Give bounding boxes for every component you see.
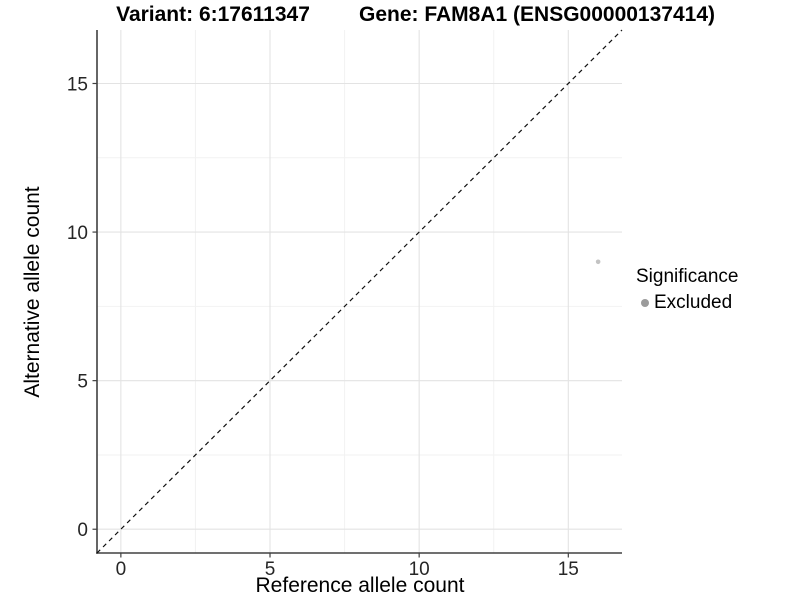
x-tick-label: 10: [409, 559, 430, 580]
legend-item-excluded: Excluded: [636, 292, 738, 314]
y-tick-label: 15: [67, 74, 88, 95]
legend: Significance Excluded: [636, 266, 738, 314]
x-axis-label: Reference allele count: [255, 574, 465, 597]
plot-title-gene: Gene: FAM8A1 (ENSG00000137414): [358, 3, 716, 26]
legend-key-dot-icon: [641, 299, 649, 307]
plot-title-variant: Variant: 6:17611347: [116, 3, 310, 26]
x-tick-label: 5: [265, 559, 276, 580]
legend-title: Significance: [636, 266, 739, 287]
y-tick-label: 5: [77, 372, 88, 393]
x-tick-label: 0: [116, 559, 127, 580]
y-tick-label: 0: [77, 520, 88, 541]
y-tick-label: 10: [67, 223, 88, 244]
data-point: [595, 259, 601, 265]
y-axis-label: Alternative allele count: [21, 186, 44, 398]
identity-dashed-line: [96, 29, 623, 554]
legend-item-label: Excluded: [654, 292, 733, 313]
x-tick-label: 15: [558, 559, 579, 580]
